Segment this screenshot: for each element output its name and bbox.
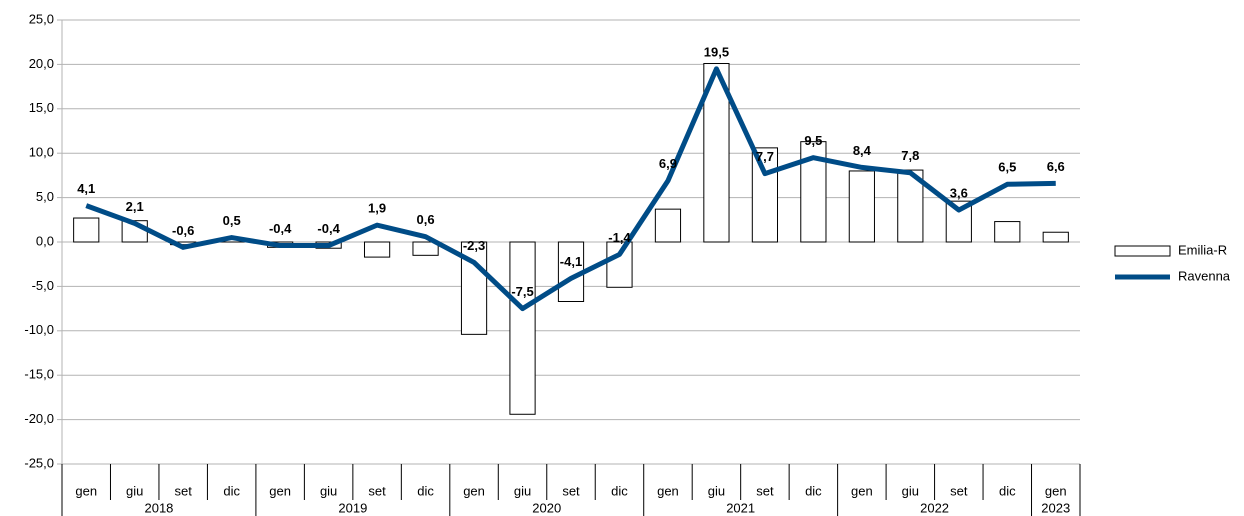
y-tick-label: -20,0 (24, 411, 54, 426)
data-label: 6,6 (1047, 159, 1065, 174)
group-label: 2022 (920, 500, 949, 515)
y-tick-label: 25,0 (29, 11, 54, 26)
data-label: 19,5 (704, 44, 729, 59)
data-label: 9,5 (804, 133, 822, 148)
data-label: -2,3 (463, 238, 485, 253)
y-tick-label: 10,0 (29, 145, 54, 160)
data-label: -1,4 (608, 230, 631, 245)
data-label: 2,1 (126, 199, 144, 214)
y-tick-label: 5,0 (36, 189, 54, 204)
group-label: 2019 (338, 500, 367, 515)
bar (654, 208, 682, 243)
y-tick-label: -15,0 (24, 367, 54, 382)
y-tick-label: 20,0 (29, 56, 54, 71)
data-label: -0,4 (269, 221, 292, 236)
x-tick-label: set (756, 483, 774, 498)
x-tick-label: gen (269, 483, 291, 498)
x-tick-label: dic (805, 483, 822, 498)
bar (606, 241, 633, 288)
legend-label: Ravenna (1178, 268, 1231, 283)
x-tick-label: dic (223, 483, 240, 498)
data-label: 6,9 (659, 156, 677, 171)
x-tick-label: set (950, 483, 968, 498)
bar (509, 241, 536, 415)
x-tick-label: set (562, 483, 580, 498)
data-label: 7,7 (756, 149, 774, 164)
data-label: 1,9 (368, 201, 386, 216)
y-tick-label: -5,0 (32, 278, 54, 293)
group-label: 2023 (1041, 500, 1070, 515)
y-tick-label: 15,0 (29, 100, 54, 115)
x-tick-label: set (368, 483, 386, 498)
data-label: -0,4 (317, 221, 340, 236)
data-label: 3,6 (950, 185, 968, 200)
legend-label: Emilia-R (1178, 242, 1227, 257)
data-label: -4,1 (560, 254, 582, 269)
data-label: 0,5 (223, 213, 241, 228)
group-label: 2018 (144, 500, 173, 515)
x-tick-label: gen (851, 483, 873, 498)
x-tick-label: giu (514, 483, 531, 498)
bar (848, 170, 875, 243)
line (85, 66, 1056, 312)
y-tick-label: 0,0 (36, 233, 54, 248)
data-label: 4,1 (77, 181, 95, 196)
data-label: -7,5 (511, 284, 533, 299)
x-tick-label: gen (657, 483, 679, 498)
bar (994, 221, 1021, 243)
group-label: 2020 (532, 500, 561, 515)
x-tick-label: dic (999, 483, 1016, 498)
x-tick-label: set (175, 483, 193, 498)
data-label: 7,8 (901, 148, 919, 163)
x-tick-label: dic (417, 483, 434, 498)
x-tick-label: gen (1045, 483, 1067, 498)
x-tick-label: giu (902, 483, 919, 498)
x-tick-label: dic (611, 483, 628, 498)
bar (751, 147, 779, 243)
x-tick-label: giu (320, 483, 337, 498)
bar (363, 241, 391, 258)
group-label: 2021 (726, 500, 755, 515)
data-label: -0,6 (172, 223, 194, 238)
data-label: 8,4 (853, 143, 872, 158)
data-label: 0,6 (417, 212, 435, 227)
data-label: 6,5 (998, 160, 1016, 175)
y-tick-label: -25,0 (24, 455, 54, 470)
legend-swatch (1114, 245, 1171, 257)
x-tick-label: giu (708, 483, 725, 498)
bar (412, 241, 439, 256)
x-tick-label: gen (463, 483, 485, 498)
x-tick-label: gen (75, 483, 97, 498)
y-tick-label: -10,0 (24, 322, 54, 337)
bar (73, 217, 100, 243)
bar (1042, 231, 1069, 243)
x-tick-label: giu (126, 483, 143, 498)
